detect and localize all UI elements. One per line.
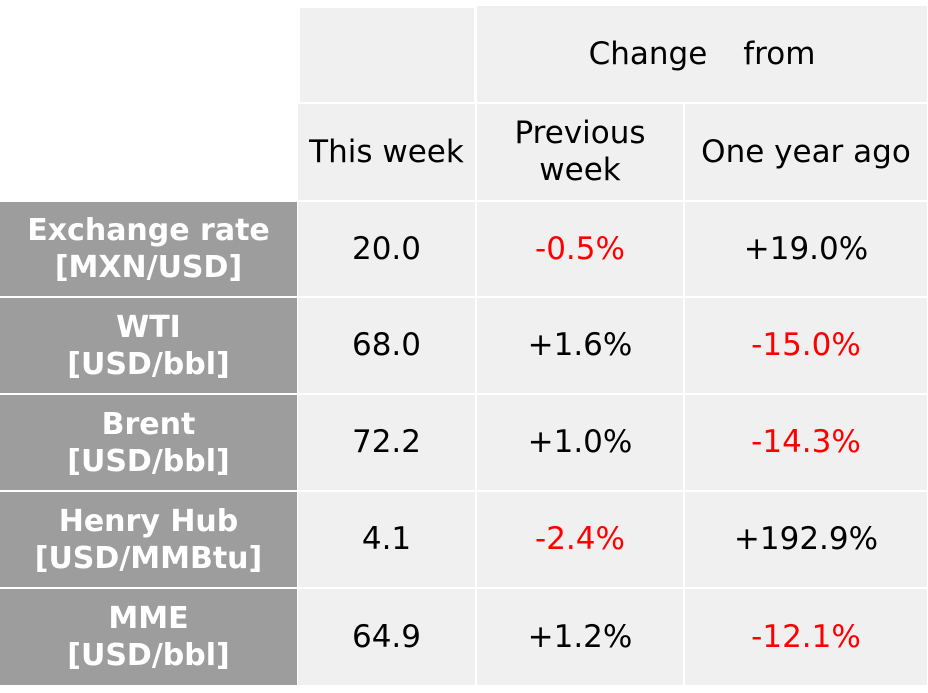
col-header-one-year-ago: One year ago bbox=[685, 104, 927, 200]
col-header-this-week: This week bbox=[298, 104, 475, 200]
value-change-previous-week: +1.2% bbox=[477, 589, 683, 685]
value-change-year-ago: -12.1% bbox=[685, 589, 927, 685]
header-blank-cell bbox=[300, 8, 474, 102]
value-change-previous-week: +1.6% bbox=[477, 298, 683, 393]
change-from-header: Change from bbox=[477, 6, 927, 102]
from-word: from bbox=[743, 36, 816, 72]
value-change-previous-week: -2.4% bbox=[477, 492, 683, 587]
value-change-year-ago: +192.9% bbox=[685, 492, 927, 587]
value-change-year-ago: -15.0% bbox=[685, 298, 927, 393]
value-this-week: 4.1 bbox=[298, 492, 475, 587]
row-label-mme: MME [USD/bbl] bbox=[0, 589, 297, 685]
row-label-henry-hub: Henry Hub [USD/MMBtu] bbox=[0, 492, 297, 587]
value-this-week: 68.0 bbox=[298, 298, 475, 393]
value-change-year-ago: +19.0% bbox=[685, 202, 927, 296]
row-label-wti: WTI [USD/bbl] bbox=[0, 298, 297, 393]
value-change-previous-week: +1.0% bbox=[477, 395, 683, 490]
value-this-week: 64.9 bbox=[298, 589, 475, 685]
value-this-week: 20.0 bbox=[298, 202, 475, 296]
value-this-week: 72.2 bbox=[298, 395, 475, 490]
value-change-year-ago: -14.3% bbox=[685, 395, 927, 490]
col-header-previous-week: Previous week bbox=[477, 104, 683, 200]
value-change-previous-week: -0.5% bbox=[477, 202, 683, 296]
row-label-exchange-rate: Exchange rate [MXN/USD] bbox=[0, 202, 297, 296]
row-label-brent: Brent [USD/bbl] bbox=[0, 395, 297, 490]
change-word: Change bbox=[588, 36, 708, 72]
